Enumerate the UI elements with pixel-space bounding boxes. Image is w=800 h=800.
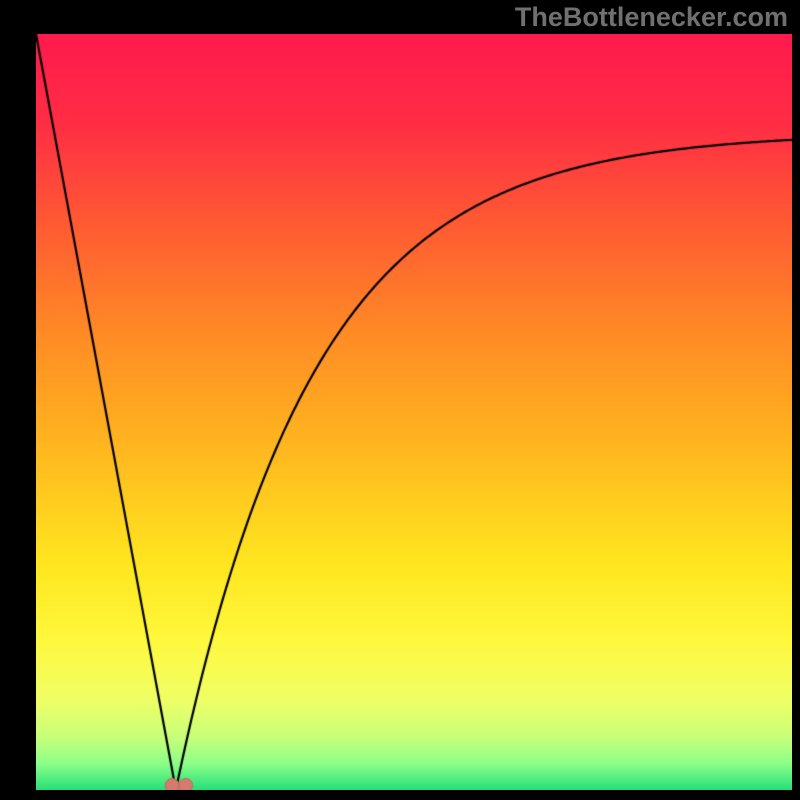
watermark-text: TheBottlenecker.com: [515, 2, 788, 33]
bottleneck-chart: [36, 34, 792, 790]
